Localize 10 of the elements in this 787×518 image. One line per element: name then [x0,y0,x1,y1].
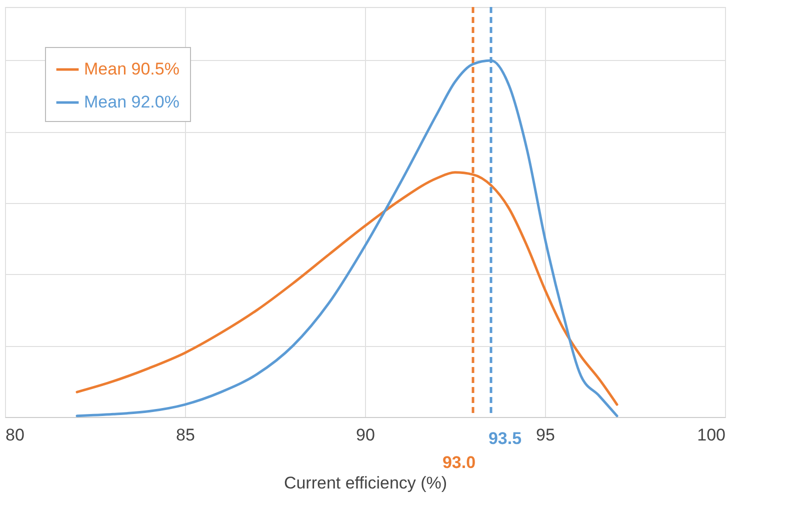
x-tick-label: 80 [6,426,24,444]
x-axis-title: Current efficiency (%) [284,474,448,492]
ref-line-label: 93.5 [488,429,522,448]
legend-label: Mean 92.0% [84,92,180,112]
legend-label: Mean 90.5% [84,60,180,78]
ref-line-label: 93.0 [442,453,476,472]
x-tick-label: 85 [176,426,195,444]
x-tick-label: 100 [697,426,726,444]
x-tick-label: 90 [356,426,375,444]
x-tick-label: 95 [536,426,555,444]
